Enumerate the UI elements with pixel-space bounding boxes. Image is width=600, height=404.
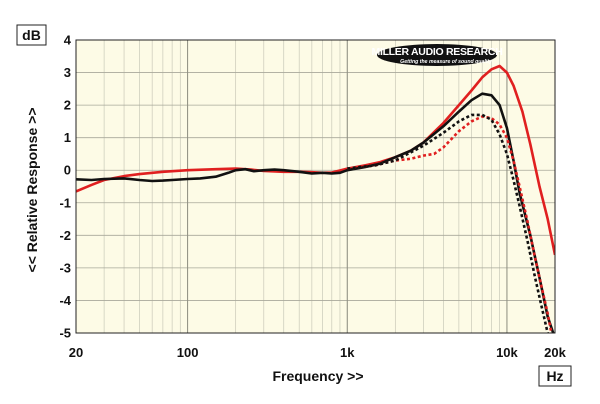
y-tick-label: 0 — [64, 163, 71, 178]
y-tick-labels: 4 3 2 1 0 -1 -2 -3 -4 -5 — [59, 33, 71, 341]
logo-tagline: Getting the measure of sound quality — [400, 59, 493, 65]
y-unit-label: dB — [22, 27, 41, 43]
x-unit-box: Hz — [538, 365, 572, 387]
plot-frame — [75, 39, 556, 334]
series-line-3 — [347, 115, 553, 333]
x-axis-title: Frequency >> — [272, 368, 363, 384]
x-tick-label: 100 — [177, 345, 199, 360]
minor-gridlines — [103, 40, 508, 333]
y-tick-label: -1 — [59, 195, 71, 210]
y-axis-title: << Relative Response >> — [24, 108, 40, 273]
series-line-2 — [76, 92, 555, 333]
y-tick-label: -4 — [59, 293, 71, 308]
y-tick-label: -5 — [59, 326, 71, 341]
x-unit-label: Hz — [546, 368, 563, 384]
x-tick-label: 20 — [69, 345, 83, 360]
miller-audio-research-logo: MILLER AUDIO RESEARCH Getting the measur… — [372, 44, 503, 66]
y-tick-label: 4 — [64, 33, 72, 48]
plot-area-background — [76, 40, 555, 333]
y-tick-label: 2 — [64, 98, 71, 113]
series-layer — [76, 64, 555, 333]
x-tick-label: 1k — [340, 345, 355, 360]
y-tick-label: 1 — [64, 130, 71, 145]
y-tick-label: -3 — [59, 260, 71, 275]
logo-wordmark: MILLER AUDIO RESEARCH — [372, 46, 503, 58]
y-tick-label: 3 — [64, 65, 71, 80]
x-tick-labels: 20 100 1k 10k 20k — [69, 345, 567, 360]
y-unit-box: dB — [16, 24, 47, 46]
series-line-4 — [347, 113, 549, 333]
x-tick-label: 10k — [496, 345, 518, 360]
x-tick-label: 20k — [544, 345, 566, 360]
y-tick-label: -2 — [59, 228, 71, 243]
